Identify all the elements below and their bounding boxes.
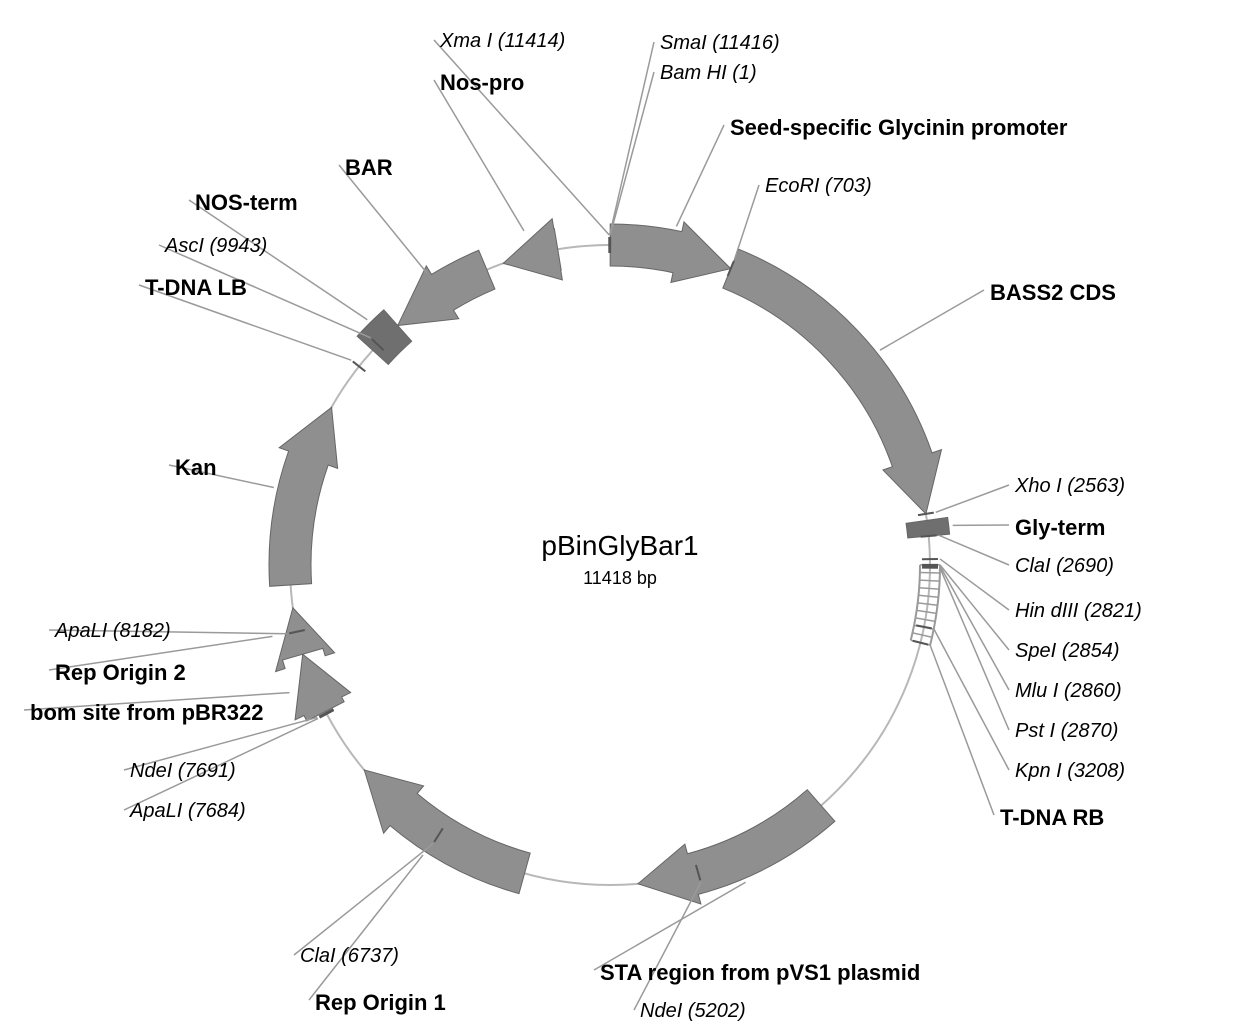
site-label: Hin dIII (2821) (1015, 600, 1142, 623)
site-label: SmaI (11416) (660, 32, 780, 55)
feature-label: T-DNA LB (145, 275, 247, 301)
feature-label: BASS2 CDS (990, 280, 1116, 306)
site-label: SpeI (2854) (1015, 640, 1120, 663)
site-label: ClaI (6737) (300, 945, 399, 968)
feature-arc (723, 249, 942, 514)
feature-label: STA region from pVS1 plasmid (600, 960, 920, 986)
site-label: ApaLI (7684) (130, 800, 246, 823)
feature-arc (364, 770, 530, 894)
feature-label: Kan (175, 455, 217, 481)
feature-label: BAR (345, 155, 393, 181)
feature-label: Gly-term (1015, 515, 1105, 541)
feature-label: NOS-term (195, 190, 298, 216)
site-label: Kpn I (3208) (1015, 760, 1125, 783)
site-label: ClaI (2690) (1015, 555, 1114, 578)
site-label: NdeI (7691) (130, 760, 236, 783)
feature-arc (610, 222, 731, 283)
site-label: ApaLI (8182) (55, 620, 171, 643)
feature-label: bom site from pBR322 (30, 700, 264, 726)
feature-label: Rep Origin 2 (55, 660, 186, 686)
site-label: NdeI (5202) (640, 1000, 746, 1023)
site-label: Mlu I (2860) (1015, 680, 1122, 703)
site-label: AscI (9943) (165, 235, 267, 258)
feature-arc (295, 654, 351, 721)
feature-label: Rep Origin 1 (315, 990, 446, 1016)
site-label: Xma I (11414) (440, 30, 565, 53)
feature-arc (503, 219, 562, 280)
feature-arc (398, 250, 495, 325)
feature-label: T-DNA RB (1000, 805, 1104, 831)
site-label: EcoRI (703) (765, 175, 872, 198)
site-tick (918, 513, 934, 516)
feature-label: Nos-pro (440, 70, 524, 96)
site-label: Bam HI (1) (660, 62, 757, 85)
site-tick (353, 361, 366, 371)
site-label: Pst I (2870) (1015, 720, 1118, 743)
feature-label: Seed-specific Glycinin promoter (730, 115, 1067, 141)
site-label: Xho I (2563) (1015, 475, 1125, 498)
